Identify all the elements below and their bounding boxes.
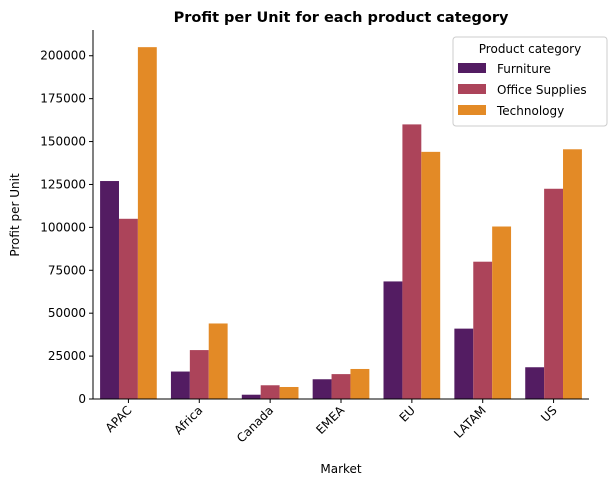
bars-group xyxy=(100,47,582,400)
y-tick-label: 25000 xyxy=(48,349,86,363)
x-axis: APAC Africa Canada EMEA EU LATAM US xyxy=(103,399,560,445)
chart-title: Profit per Unit for each product categor… xyxy=(174,10,509,26)
bar-africa-office-supplies xyxy=(189,350,209,399)
y-axis-label: Profit per Unit xyxy=(8,173,22,257)
bar-us-technology xyxy=(563,149,582,399)
bar-apac-technology xyxy=(137,47,157,399)
legend-label: Technology xyxy=(496,104,564,118)
y-tick-label: 125000 xyxy=(40,177,86,191)
bar-latam-furniture xyxy=(454,328,474,399)
bar-emea-furniture xyxy=(312,379,332,399)
legend-frame xyxy=(452,36,608,127)
y-tick-label: 100000 xyxy=(40,220,86,234)
legend-swatch xyxy=(458,84,486,94)
x-tick-label: LATAM xyxy=(451,403,489,441)
bar-eu-technology xyxy=(421,151,441,399)
y-tick-label: 200000 xyxy=(40,49,86,63)
x-tick-label: Africa xyxy=(171,403,205,437)
bar-apac-furniture xyxy=(100,181,119,399)
legend-entries: Furniture Office Supplies Technology xyxy=(458,62,587,118)
legend: Product category Furniture Office Supplie… xyxy=(452,36,608,127)
y-tick-label: 75000 xyxy=(48,263,86,277)
legend-label: Office Supplies xyxy=(497,83,587,97)
bar-latam-technology xyxy=(492,226,512,399)
y-tick-label: 50000 xyxy=(48,306,86,320)
legend-swatch xyxy=(458,63,486,73)
x-tick-label: APAC xyxy=(103,403,135,435)
bar-us-furniture xyxy=(525,367,545,399)
x-axis-label: Market xyxy=(320,462,362,476)
y-tick-label: 175000 xyxy=(40,92,86,106)
legend-label: Furniture xyxy=(497,62,551,76)
bar-us-office-supplies xyxy=(544,188,564,399)
legend-title: Product category xyxy=(479,42,581,56)
legend-swatch xyxy=(458,105,486,115)
x-tick-label: EU xyxy=(397,403,418,424)
y-tick-label: 0 xyxy=(78,392,86,406)
x-tick-label: EMEA xyxy=(313,403,347,437)
bar-eu-office-supplies xyxy=(402,124,422,400)
y-axis: 0 25000 50000 75000 100000 125000 150000 175000… xyxy=(40,49,93,406)
x-tick-label: Canada xyxy=(234,403,276,445)
bar-latam-office-supplies xyxy=(473,261,493,399)
bar-canada-technology xyxy=(279,386,299,399)
bar-canada-office-supplies xyxy=(260,385,280,399)
x-tick-label: US xyxy=(538,403,560,425)
bar-emea-office-supplies xyxy=(331,374,351,399)
bar-apac-office-supplies xyxy=(118,218,138,399)
bar-emea-technology xyxy=(350,368,370,399)
bar-canada-furniture xyxy=(241,394,261,399)
bar-africa-technology xyxy=(208,323,228,399)
y-tick-label: 150000 xyxy=(40,135,86,149)
bar-africa-furniture xyxy=(170,371,190,399)
bar-eu-furniture xyxy=(383,281,403,399)
